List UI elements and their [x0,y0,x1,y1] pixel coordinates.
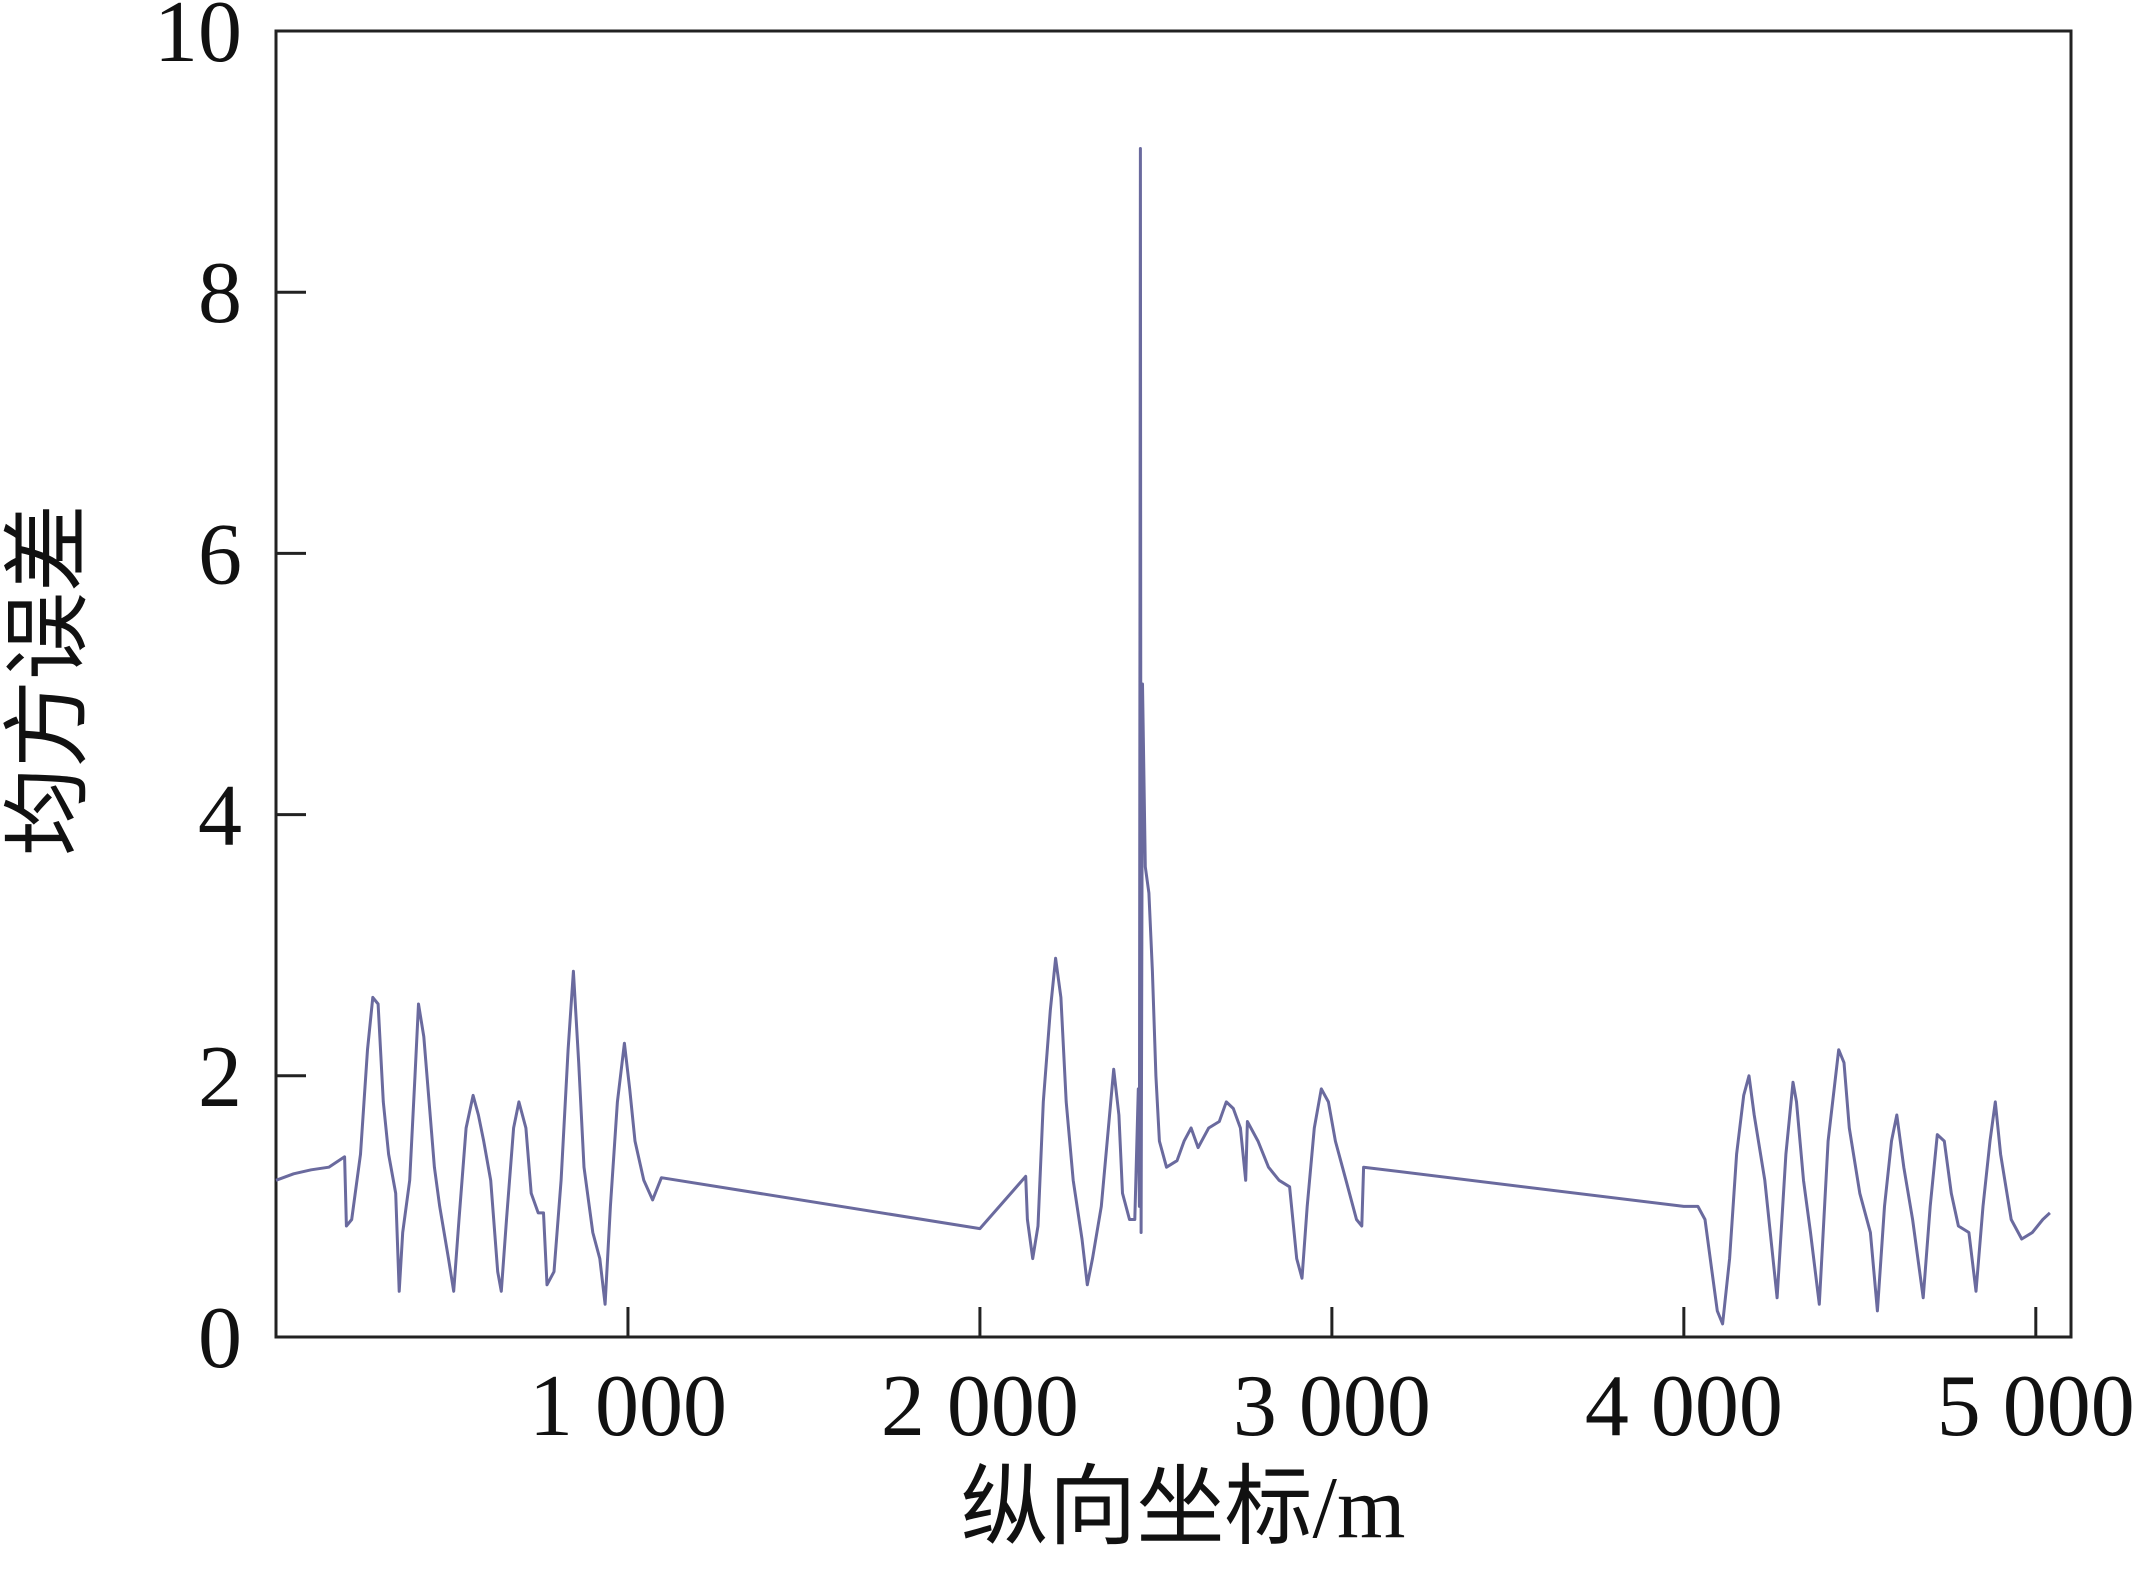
x-axis-label: 纵向坐标/m [961,1460,1406,1557]
y-axis-label: 均方误差 [1,504,98,856]
x-tick-label: 3 000 [1233,1358,1431,1455]
y-tick-label: 6 [198,506,242,603]
y-tick-label: 8 [198,245,242,342]
x-tick-label: 2 000 [881,1358,1079,1455]
y-tick-label: 10 [154,0,242,81]
x-tick-label: 1 000 [529,1358,727,1455]
x-tick-label: 5 000 [1937,1358,2132,1455]
y-tick-label: 2 [198,1029,242,1126]
y-tick-label: 0 [198,1290,242,1387]
plot-frame [274,29,2073,1339]
x-tick-label: 4 000 [1585,1358,1783,1455]
y-tick-label: 4 [198,768,242,865]
data-line [275,147,2051,1326]
